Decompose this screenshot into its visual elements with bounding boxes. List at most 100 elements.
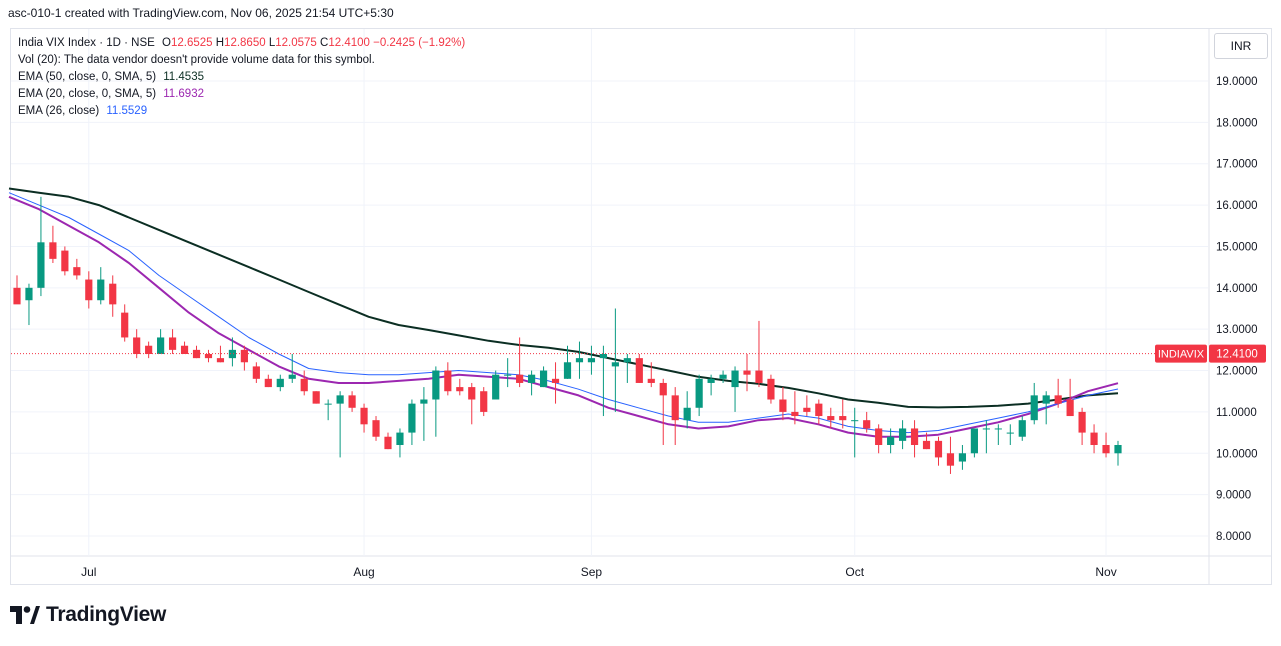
candle-body[interactable]: [982, 428, 990, 430]
candle-body[interactable]: [719, 374, 727, 379]
candle-body[interactable]: [1006, 432, 1014, 434]
candle-body[interactable]: [468, 387, 476, 400]
candle-body[interactable]: [168, 337, 177, 350]
last-price-tag[interactable]: 12.4100: [1216, 349, 1258, 361]
candle-body[interactable]: [61, 250, 69, 272]
candle-body[interactable]: [348, 395, 356, 408]
candle-body[interactable]: [360, 407, 368, 425]
candle-body[interactable]: [37, 242, 45, 288]
candle-body[interactable]: [563, 362, 572, 379]
candle-body[interactable]: [743, 370, 751, 375]
symbol-tag[interactable]: INDIAVIX: [1158, 349, 1205, 361]
tradingview-logo[interactable]: TradingView: [10, 603, 166, 627]
chart-pane[interactable]: [10, 28, 1272, 585]
candle-body[interactable]: [587, 358, 596, 363]
candle-body[interactable]: [49, 242, 57, 259]
candle-body[interactable]: [623, 358, 631, 363]
candle-body[interactable]: [731, 370, 739, 388]
candle-body[interactable]: [396, 432, 404, 445]
candle-body[interactable]: [121, 312, 129, 338]
candle-body[interactable]: [946, 453, 955, 466]
candle-body[interactable]: [133, 337, 141, 354]
candle-body[interactable]: [970, 428, 978, 454]
candle-body[interactable]: [516, 374, 524, 383]
ema-line-50[interactable]: [8, 187, 1119, 409]
candle-body[interactable]: [204, 354, 213, 359]
candle-body[interactable]: [300, 378, 308, 392]
candle-body[interactable]: [934, 440, 943, 458]
candle-body[interactable]: [910, 428, 919, 445]
candle-body[interactable]: [264, 378, 272, 388]
candle-body[interactable]: [97, 279, 105, 301]
candle-body[interactable]: [875, 428, 883, 445]
legend-ema20-row[interactable]: EMA (20, close, 0, SMA, 5) 11.6932: [18, 86, 465, 103]
candle-body[interactable]: [1114, 445, 1122, 454]
candle-body[interactable]: [528, 374, 536, 383]
candle-body[interactable]: [252, 366, 260, 379]
candle-body[interactable]: [192, 349, 201, 359]
candle-body[interactable]: [707, 378, 715, 383]
candle-body[interactable]: [695, 378, 703, 408]
candle-body[interactable]: [599, 354, 607, 359]
candle-body[interactable]: [1030, 395, 1038, 421]
ema-line-26[interactable]: [8, 192, 1119, 434]
candle-body[interactable]: [1054, 395, 1062, 404]
candle-body[interactable]: [13, 287, 21, 305]
candle-body[interactable]: [145, 345, 153, 354]
candle-body[interactable]: [994, 428, 1002, 430]
candle-body[interactable]: [767, 378, 775, 400]
candle-body[interactable]: [372, 420, 380, 437]
candle-body[interactable]: [420, 399, 428, 404]
candle-body[interactable]: [240, 349, 248, 363]
candle-body[interactable]: [157, 337, 165, 354]
candle-body[interactable]: [456, 387, 464, 392]
candle-body[interactable]: [1066, 399, 1074, 417]
candle-body[interactable]: [109, 283, 117, 305]
candle-body[interactable]: [480, 391, 488, 412]
candle-body[interactable]: [803, 407, 811, 412]
candle-body[interactable]: [432, 370, 440, 400]
candle-body[interactable]: [755, 370, 763, 383]
candle-body[interactable]: [551, 378, 560, 383]
candle-body[interactable]: [312, 391, 320, 404]
legend-ema50-row[interactable]: EMA (50, close, 0, SMA, 5) 11.4535: [18, 69, 465, 86]
candle-body[interactable]: [1078, 411, 1086, 433]
candle-body[interactable]: [898, 428, 907, 441]
candle-body[interactable]: [539, 370, 548, 388]
candle-body[interactable]: [611, 362, 619, 367]
legend-ema26-row[interactable]: EMA (26, close) 11.5529: [18, 103, 465, 120]
candle-body[interactable]: [216, 358, 225, 363]
candle-body[interactable]: [73, 267, 81, 276]
legend-volume-row[interactable]: Vol (20): The data vendor doesn't provid…: [18, 52, 465, 69]
candle-body[interactable]: [228, 349, 237, 359]
symbol-title[interactable]: India VIX Index · 1D · NSE: [18, 37, 155, 49]
candle-body[interactable]: [384, 436, 392, 450]
candle-body[interactable]: [575, 358, 584, 363]
candle-body[interactable]: [779, 399, 787, 412]
candle-body[interactable]: [635, 358, 643, 383]
candle-body[interactable]: [1090, 432, 1098, 445]
candle-body[interactable]: [887, 436, 895, 445]
candle-body[interactable]: [276, 378, 284, 388]
candle-body[interactable]: [1018, 420, 1026, 437]
candle-body[interactable]: [504, 374, 512, 376]
candle-body[interactable]: [851, 420, 859, 422]
currency-button[interactable]: INR: [1214, 33, 1268, 59]
candle-body[interactable]: [647, 378, 655, 383]
candle-body[interactable]: [336, 395, 344, 404]
candle-body[interactable]: [492, 374, 500, 400]
candle-body[interactable]: [958, 453, 967, 462]
candle-body[interactable]: [1042, 395, 1050, 404]
candle-body[interactable]: [659, 382, 667, 396]
candle-body[interactable]: [444, 370, 452, 392]
candle-body[interactable]: [324, 403, 332, 405]
candle-body[interactable]: [683, 407, 691, 421]
ema-line-20[interactable]: [8, 195, 1119, 438]
candle-body[interactable]: [922, 440, 931, 450]
candle-body[interactable]: [180, 345, 189, 354]
candle-body[interactable]: [815, 403, 823, 417]
candle-body[interactable]: [408, 403, 416, 433]
candle-body[interactable]: [671, 395, 679, 421]
candle-body[interactable]: [839, 416, 847, 421]
